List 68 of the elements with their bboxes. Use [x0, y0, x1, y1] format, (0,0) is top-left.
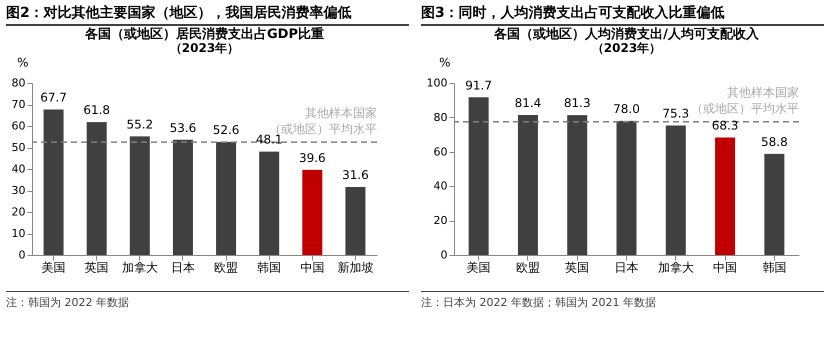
- y-tick-label: 100: [426, 76, 448, 90]
- y-tick-label: 40: [434, 180, 448, 193]
- y-axis-title: %: [17, 56, 28, 70]
- data-label: 67.7: [40, 90, 67, 104]
- x-tick-label: 英国: [565, 260, 590, 274]
- x-tick-label: 日本: [614, 260, 638, 274]
- chart-title: 图3：同时，人均消费支出占可支配收入比重偏低: [421, 0, 824, 26]
- x-tick-label: 韩国: [762, 260, 786, 274]
- data-label: 61.8: [83, 103, 110, 118]
- y-tick-label: 80: [434, 110, 448, 124]
- bar: [715, 138, 736, 255]
- y-tick-label: 80: [12, 76, 26, 90]
- data-label: 52.6: [212, 122, 240, 137]
- x-tick-label: 英国: [84, 260, 109, 274]
- bar: [302, 170, 322, 255]
- bar: [216, 142, 236, 255]
- bar: [345, 187, 366, 255]
- x-tick-label: 美国: [42, 260, 66, 274]
- x-tick-label: 新加坡: [337, 260, 374, 274]
- x-tick-label: 欧盟: [214, 260, 238, 274]
- bar: [86, 122, 107, 255]
- y-tick-label: 50: [12, 141, 26, 154]
- y-tick-label: 20: [12, 206, 26, 218]
- data-label: 39.6: [298, 150, 326, 165]
- y-tick-label: 10: [12, 227, 26, 240]
- y-tick-label: 40: [12, 162, 26, 176]
- bar: [616, 120, 636, 255]
- y-tick-label: 30: [12, 184, 26, 197]
- data-label: 53.6: [170, 120, 196, 135]
- bar: [130, 136, 150, 255]
- x-tick-label: 日本: [170, 260, 195, 274]
- y-tick-label: 60: [12, 120, 26, 132]
- x-tick-label: 中国: [300, 260, 324, 274]
- y-axis-title: %: [439, 56, 450, 70]
- x-tick-label: 加拿大: [122, 260, 158, 274]
- data-label: 78.0: [613, 102, 640, 116]
- data-label: 55.2: [126, 117, 154, 132]
- data-label: 31.6: [342, 168, 369, 182]
- x-tick-label: 美国: [466, 260, 491, 274]
- data-label: 75.3: [662, 106, 690, 120]
- text: 注：日本为 2022 年数据；韩国为 2021 年数据: [421, 291, 824, 310]
- chart-title: 图2：对比其他主要国家（地区），我国居民消费率偏低: [6, 0, 409, 26]
- data-label: 68.3: [712, 118, 738, 133]
- data-label: 58.8: [761, 134, 788, 149]
- y-tick-label: 20: [434, 214, 448, 228]
- bar: [44, 109, 64, 255]
- bar: [764, 154, 784, 255]
- x-tick-label: 加拿大: [658, 260, 694, 274]
- bar: [172, 140, 193, 255]
- bar: [259, 152, 280, 255]
- data-label: 81.4: [514, 96, 542, 110]
- bar: [666, 125, 686, 255]
- y-tick-label: 70: [12, 98, 26, 111]
- bar: [468, 97, 489, 255]
- chart-subtitle: 各国（或地区）人均消费支出/人均可支配收入（2023年）: [493, 26, 760, 55]
- x-tick-label: 韩国: [257, 260, 282, 274]
- chart-subtitle: 各国（或地区）居民消费支出占GDP比重（2023年）: [84, 26, 324, 55]
- ref-line-label: 其他样本国家（或地区）平均水平: [691, 86, 799, 116]
- data-label: 81.3: [564, 96, 591, 110]
- data-label: 91.7: [465, 78, 492, 92]
- bar: [567, 115, 588, 255]
- text: 注：韩国为 2022 年数据: [6, 291, 409, 310]
- bar: [518, 114, 538, 255]
- y-tick-label: 0: [18, 248, 26, 262]
- y-tick-label: 60: [434, 145, 448, 158]
- y-tick-label: 0: [440, 248, 448, 262]
- x-tick-label: 中国: [713, 260, 738, 274]
- x-tick-label: 欧盟: [516, 260, 540, 274]
